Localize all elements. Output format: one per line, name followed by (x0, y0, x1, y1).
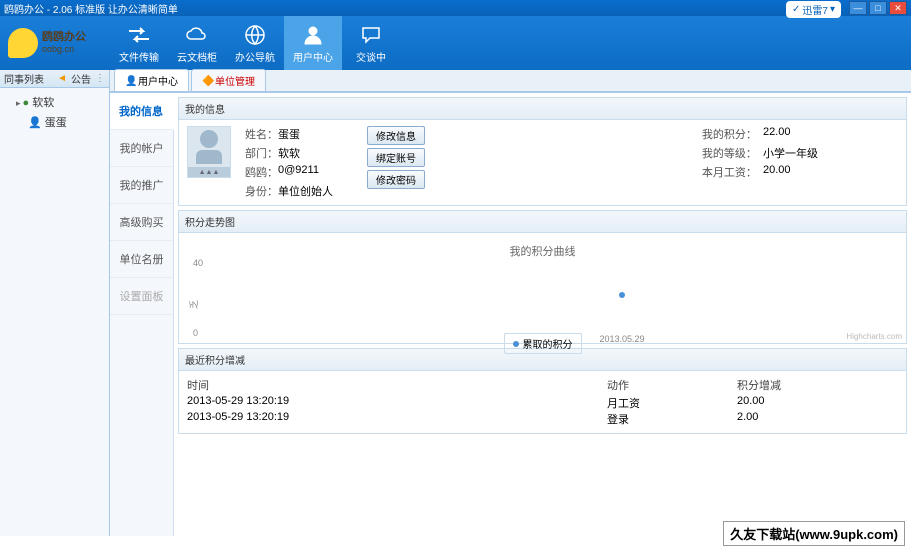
chat-icon (359, 23, 383, 47)
vnav-item[interactable]: 高级购买 (110, 204, 173, 241)
vnav-item[interactable]: 设置面板 (110, 278, 173, 315)
vnav-item[interactable]: 我的推广 (110, 167, 173, 204)
chart-area: 40 0 乏 2013.05.29 (223, 263, 888, 333)
watermark: 久友下载站(www.9upk.com) (723, 521, 905, 546)
avatar: ▲▲▲ (187, 126, 231, 178)
tab-单位管理[interactable]: 🔶单位管理 (191, 69, 266, 91)
promo-badge[interactable]: ✓ 迅雷7 ▾ (786, 1, 841, 18)
chart-point (619, 292, 625, 298)
table-row: 2013-05-29 13:20:19月工资20.00 (187, 395, 898, 411)
tab-用户中心[interactable]: 👤用户中心 (114, 69, 189, 91)
user-icon (301, 23, 325, 47)
chart-credits: Highcharts.com (846, 332, 902, 341)
nav-chat[interactable]: 交谈中 (342, 16, 400, 70)
chart-box: 积分走势图 我的积分曲线 40 0 乏 2013.05.29 累取的积分 Hig… (178, 210, 907, 344)
change-pwd-button[interactable]: 修改密码 (367, 170, 425, 189)
header: 鸥鸥办公oobg.cn 文件传输云文档柜办公导航用户中心交谈中 (0, 16, 911, 70)
content-panel: 我的信息 ▲▲▲ 姓名：蛋蛋 部门：软软 鸥鸥：0@9211 身份：单位创始人 (174, 93, 911, 536)
nav-user[interactable]: 用户中心 (284, 16, 342, 70)
globe-icon (243, 23, 267, 47)
chart-legend[interactable]: 累取的积分 (504, 333, 582, 354)
sidebar: 同事列表 ◄公告⋮ ● 软软 👤 蛋蛋 (0, 70, 110, 536)
info-box: 我的信息 ▲▲▲ 姓名：蛋蛋 部门：软软 鸥鸥：0@9211 身份：单位创始人 (178, 97, 907, 206)
edit-info-button[interactable]: 修改信息 (367, 126, 425, 145)
logo: 鸥鸥办公oobg.cn (0, 28, 110, 58)
colleague-tree: ● 软软 👤 蛋蛋 (0, 88, 109, 136)
vnav-item[interactable]: 单位名册 (110, 241, 173, 278)
tree-root[interactable]: ● 软软 (4, 92, 105, 112)
nav-cloud[interactable]: 云文档柜 (168, 16, 226, 70)
tabs: 👤用户中心🔶单位管理 (110, 70, 911, 92)
sidebar-header: 同事列表 ◄公告⋮ (0, 70, 109, 88)
nav-globe[interactable]: 办公导航 (226, 16, 284, 70)
close-button[interactable]: ✕ (889, 1, 907, 15)
recent-box: 最近积分增减 时间 动作 积分增减 2013-05-29 13:20:19月工资… (178, 348, 907, 434)
bind-account-button[interactable]: 绑定账号 (367, 148, 425, 167)
tree-child[interactable]: 👤 蛋蛋 (4, 112, 105, 132)
titlebar-text: 鸥鸥办公 - 2.06 标准版 让办公清晰简单 (4, 1, 849, 16)
transfer-icon (127, 23, 151, 47)
table-row: 2013-05-29 13:20:19登录2.00 (187, 411, 898, 427)
vertical-nav: 我的信息我的帐户我的推广高级购买单位名册设置面板 (110, 93, 174, 536)
info-box-title: 我的信息 (179, 98, 906, 120)
maximize-button[interactable]: □ (869, 1, 887, 15)
main-area: 👤用户中心🔶单位管理 我的信息我的帐户我的推广高级购买单位名册设置面板 我的信息… (110, 70, 911, 536)
titlebar: 鸥鸥办公 - 2.06 标准版 让办公清晰简单 ✓ 迅雷7 ▾ — □ ✕ (0, 0, 911, 16)
vnav-item[interactable]: 我的帐户 (110, 130, 173, 167)
main-nav: 文件传输云文档柜办公导航用户中心交谈中 (110, 16, 400, 70)
minimize-button[interactable]: — (849, 1, 867, 15)
vnav-item[interactable]: 我的信息 (110, 93, 174, 130)
nav-transfer[interactable]: 文件传输 (110, 16, 168, 70)
cloud-icon (185, 23, 209, 47)
logo-icon (8, 28, 38, 58)
chart-title: 我的积分曲线 (187, 239, 898, 263)
